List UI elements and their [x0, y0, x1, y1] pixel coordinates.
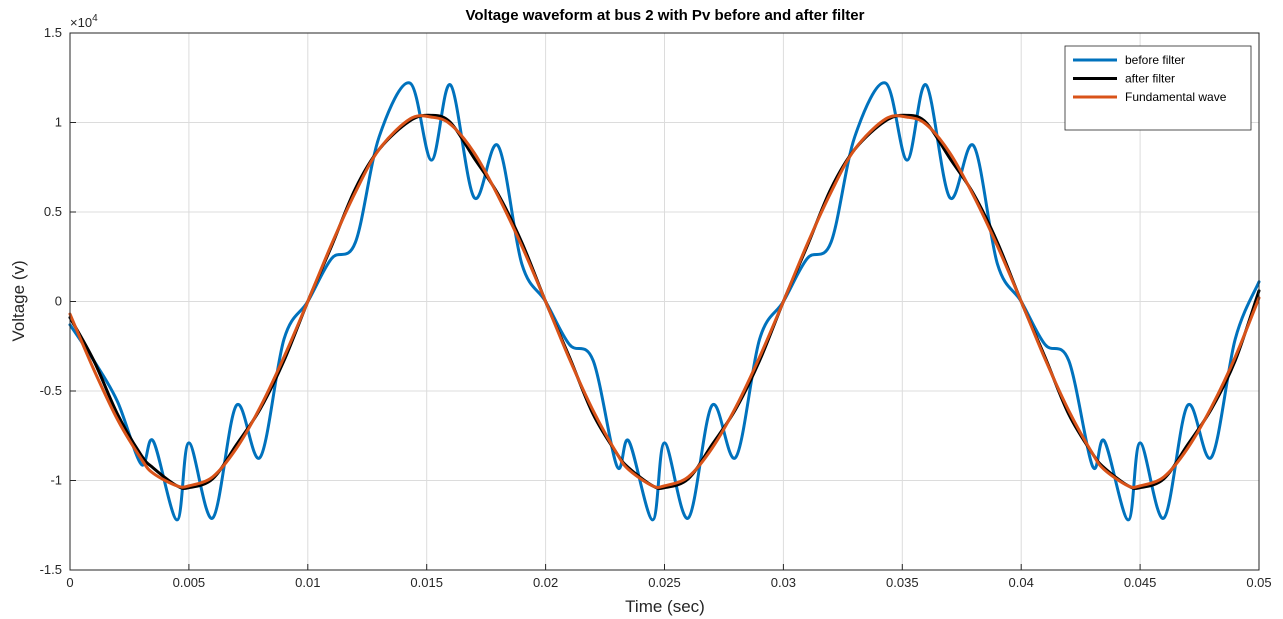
- x-tick-label: 0.05: [1246, 575, 1271, 590]
- x-tick-label: 0.025: [648, 575, 681, 590]
- x-tick-label: 0.035: [886, 575, 919, 590]
- y-tick-label: 1.5: [44, 25, 62, 40]
- legend-label-before-filter: before filter: [1125, 53, 1185, 67]
- x-tick-label: 0.015: [410, 575, 443, 590]
- x-tick-label: 0.01: [295, 575, 320, 590]
- x-tick-label: 0.02: [533, 575, 558, 590]
- x-tick-label: 0.005: [173, 575, 206, 590]
- y-exponent-base: ×10: [70, 15, 92, 30]
- y-exponent-power: 4: [92, 13, 98, 24]
- y-tick-label: 0: [55, 294, 62, 309]
- legend-label-after-filter: after filter: [1125, 72, 1175, 86]
- y-exponent-label: ×104: [70, 13, 98, 30]
- x-tick-label: 0.04: [1009, 575, 1034, 590]
- x-axis-label: Time (sec): [625, 597, 705, 616]
- series-line-before-filter: [68, 81, 1261, 522]
- y-axis-label: Voltage (v): [9, 260, 28, 341]
- series-line-fundamental-wave: [68, 114, 1261, 489]
- y-tick-label: -1.5: [40, 562, 62, 577]
- axes: 0 0.005 0.01 0.015 0.02 0.025 0.03 0.035 0.04 0.0…: [40, 25, 1272, 590]
- x-tick-label: 0: [66, 575, 73, 590]
- legend: before filter after filter Fundamental wav…: [1064, 45, 1252, 131]
- y-tick-label: 0.5: [44, 204, 62, 219]
- x-tick-label: 0.045: [1124, 575, 1157, 590]
- y-tick-label: -1: [50, 473, 62, 488]
- legend-label-fundamental-wave: Fundamental wave: [1125, 90, 1227, 104]
- chart-title: Voltage waveform at bus 2 with Pv before…: [466, 7, 865, 24]
- y-tick-label: 1: [55, 115, 62, 130]
- plot-border: [69, 32, 1260, 571]
- series-lines: [68, 81, 1261, 522]
- y-tick-label: -0.5: [40, 383, 62, 398]
- x-tick-label: 0.03: [771, 575, 796, 590]
